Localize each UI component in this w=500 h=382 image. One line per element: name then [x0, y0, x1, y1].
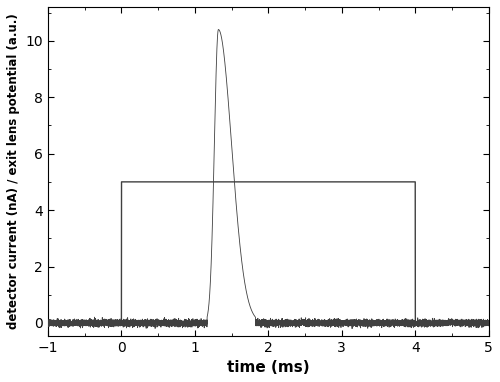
X-axis label: time (ms): time (ms) — [227, 360, 310, 375]
Y-axis label: detector current (nA) / exit lens potential (a.u.): detector current (nA) / exit lens potent… — [7, 13, 20, 329]
